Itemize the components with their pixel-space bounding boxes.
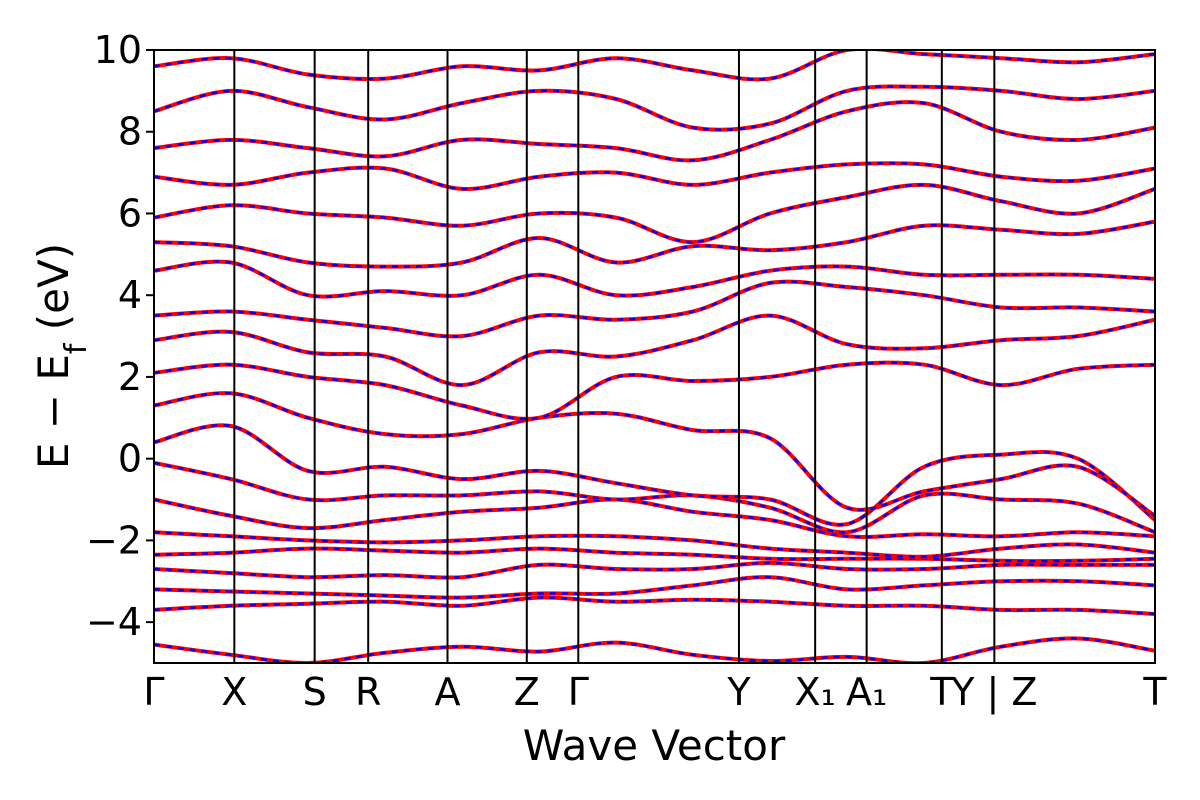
y-axis-label-unit: (eV): [29, 243, 78, 344]
band-solid-10: [154, 360, 1155, 421]
x-tick-label-7: Y: [726, 670, 751, 714]
x-tick-label-5: Z: [514, 670, 540, 714]
band-solid-8: [154, 423, 1155, 527]
band-solid-16: [154, 161, 1155, 191]
band-solid-14: [154, 219, 1155, 269]
band-dashed-8: [154, 423, 1155, 527]
high-symmetry-lines: [233, 50, 996, 663]
band-dashed-14: [154, 220, 1155, 268]
band-dashed-17: [154, 100, 1155, 162]
y-axis-label-subscript: f: [59, 342, 94, 354]
x-tick-label-10: T: [929, 670, 954, 714]
band-lines: [154, 50, 1155, 663]
band-solid-15: [154, 182, 1155, 245]
x-tick-label-12: T: [1142, 670, 1167, 714]
y-tick-label-0: −4: [86, 600, 142, 644]
x-tick-label-2: S: [303, 670, 327, 714]
y-tick-label-4: 4: [118, 273, 142, 317]
y-axis-ticks: −4 −2 0 2 4 6 8 10: [86, 28, 154, 644]
band-solid-19: [154, 50, 1155, 82]
band-dashed-18: [154, 85, 1155, 131]
x-tick-label-0: Γ: [143, 670, 164, 714]
x-tick-label-4: A: [435, 670, 461, 714]
band-solid-4: [154, 546, 1155, 564]
band-solid-0: [154, 636, 1155, 663]
x-tick-label-1: X: [221, 670, 247, 714]
band-solid-12: [154, 279, 1155, 339]
y-axis-label: E − Ef (eV): [29, 243, 94, 469]
plot-frame: [153, 49, 1156, 664]
band-solid-18: [154, 84, 1155, 132]
band-dashed-0: [154, 637, 1155, 663]
y-tick-label-3: 2: [118, 355, 142, 399]
x-axis-label: Wave Vector: [523, 721, 786, 770]
y-axis-label-main: E − E: [29, 354, 78, 469]
band-dashed-10: [154, 361, 1155, 421]
band-solid-17: [154, 100, 1155, 163]
x-tick-label-9: A₁: [846, 670, 887, 714]
x-tick-label-3: R: [355, 670, 381, 714]
band-dashed-9: [154, 391, 1155, 517]
x-tick-label-11: Y | Z: [950, 670, 1037, 715]
y-tick-label-6: 8: [118, 110, 142, 154]
band-dashed-7: [154, 461, 1155, 534]
band-dashed-13: [154, 260, 1155, 298]
band-dashed-12: [154, 280, 1155, 338]
y-tick-label-5: 6: [118, 191, 142, 235]
y-tick-label-7: 10: [94, 28, 142, 72]
x-tick-label-6: Γ: [568, 670, 589, 714]
band-solid-1: [154, 595, 1155, 616]
x-tick-label-8: X₁: [795, 670, 836, 714]
band-solid-13: [154, 259, 1155, 299]
y-tick-label-2: 0: [118, 437, 142, 481]
y-tick-label-1: −2: [86, 518, 142, 562]
band-dashed-6: [154, 498, 1155, 539]
